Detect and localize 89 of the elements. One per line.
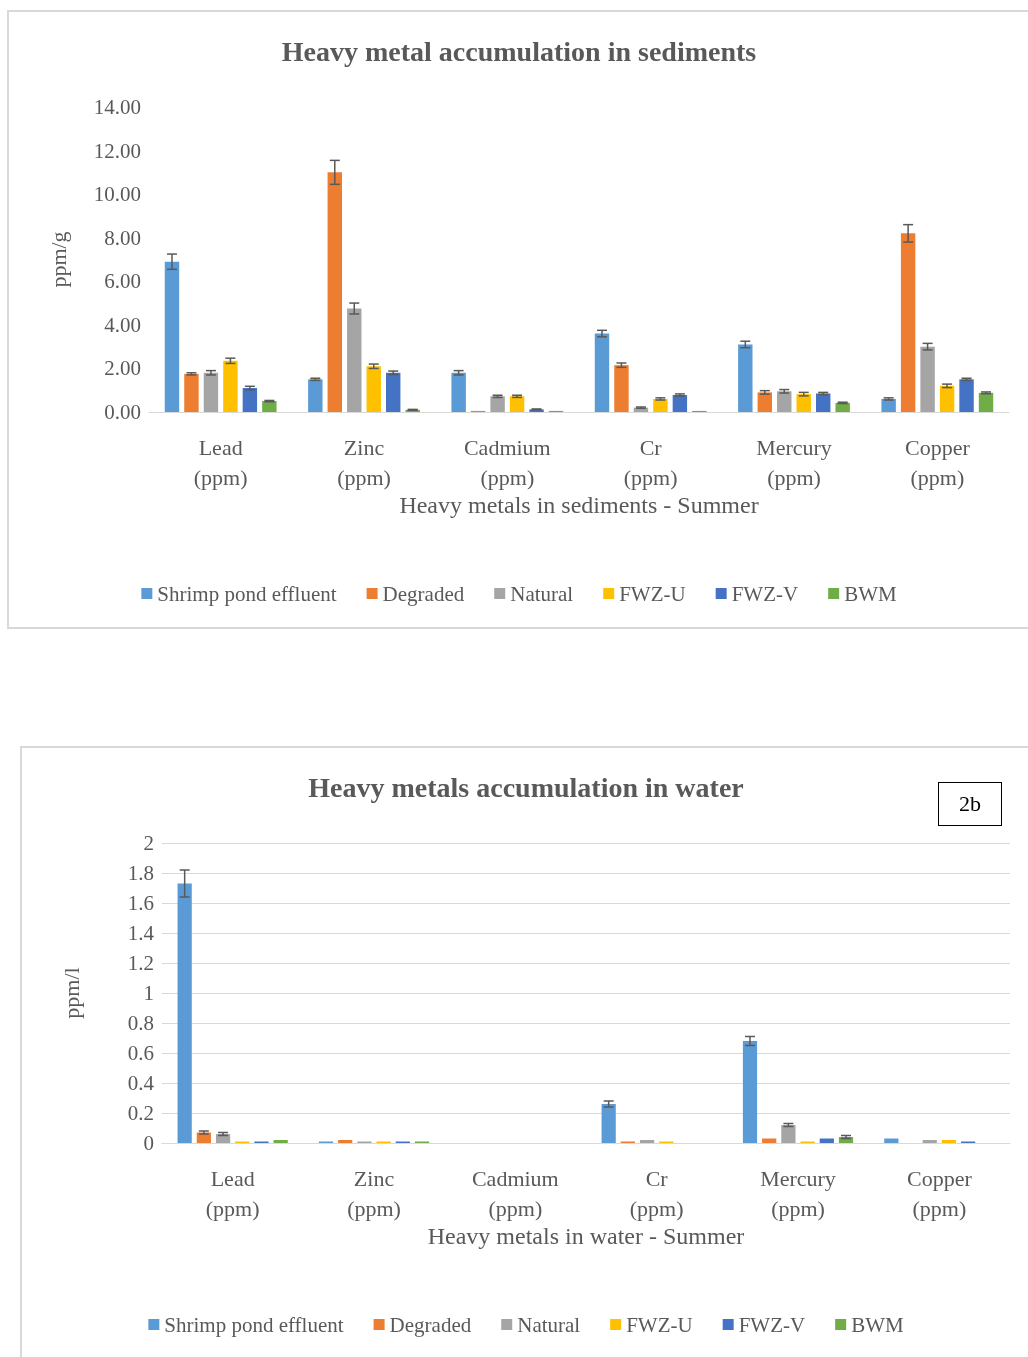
x-tick-label: Cr (ppm): [623, 434, 678, 490]
bar: [900, 233, 916, 412]
y-tick-label: 1: [143, 981, 154, 1005]
y-tick-label: 6.00: [104, 269, 141, 294]
legend-label: BWM: [844, 581, 897, 606]
bar: [490, 396, 505, 412]
bar: [941, 1140, 957, 1143]
y-tick-label: 1.4: [127, 921, 155, 945]
y-tick-label: 0.4: [127, 1071, 155, 1095]
y-tick-label: 14.00: [93, 95, 141, 119]
legend-label: Shrimp pond effluent: [157, 581, 337, 606]
x-tick-label: Lead (ppm): [205, 1165, 260, 1221]
x-axis-title: Heavy metals in water - Summer: [427, 1222, 745, 1249]
bar: [922, 1140, 937, 1143]
bar: [451, 372, 466, 412]
bar: [959, 379, 974, 412]
bar: [835, 402, 850, 412]
legend-label: FWZ-V: [731, 581, 799, 606]
bar: [978, 392, 994, 412]
legend-label: BWM: [851, 1312, 904, 1337]
y-tick-label: 4.00: [104, 312, 141, 337]
legend-label: Degraded: [389, 1312, 472, 1337]
legend-label: Natural: [517, 1312, 581, 1337]
bar: [242, 388, 258, 412]
x-axis-title: Heavy metals in sediments - Summer: [399, 491, 759, 518]
bar: [757, 392, 772, 412]
x-tick-label: Cadmium (ppm): [463, 434, 551, 490]
bar: [738, 344, 753, 412]
bar: [777, 391, 792, 412]
bar: [742, 1041, 758, 1143]
bar: [203, 372, 219, 412]
x-tick-label: Zinc (ppm): [347, 1165, 401, 1221]
y-tick-label: 8.00: [104, 225, 141, 250]
bar: [816, 393, 831, 412]
text: 2b: [938, 782, 1002, 826]
chart-title: Heavy metals accumulation in water: [308, 771, 744, 803]
bar: [672, 395, 688, 412]
bar: [223, 360, 238, 412]
x-tick-label: Copper (ppm): [904, 434, 971, 490]
bar: [273, 1140, 288, 1143]
bar: [366, 366, 381, 412]
x-tick-label: Zinc (ppm): [337, 434, 391, 490]
bar: [177, 883, 192, 1143]
bar: [939, 385, 955, 412]
legend-label: FWZ-U: [619, 581, 686, 606]
legend-label: Natural: [510, 581, 574, 606]
bar: [338, 1140, 353, 1143]
bar: [796, 394, 811, 412]
x-tick-label: Mercury (ppm): [760, 1165, 836, 1221]
y-tick-label: 0: [143, 1131, 154, 1155]
x-tick-label: Lead (ppm): [193, 434, 248, 490]
y-axis-title: ppm/g: [45, 231, 71, 288]
x-tick-label: Cr (ppm): [629, 1165, 684, 1221]
y-tick-label: 1.2: [127, 951, 154, 975]
bar: [920, 346, 935, 412]
bar: [347, 308, 362, 412]
y-tick-label: 1.6: [127, 891, 154, 915]
bar: [881, 398, 896, 412]
x-tick-label: Cadmium (ppm): [471, 1165, 559, 1221]
bar: [308, 379, 323, 412]
y-axis-title: ppm/l: [58, 967, 84, 1019]
bar: [653, 398, 668, 412]
bar: [215, 1134, 231, 1143]
y-tick-label: 0.6: [127, 1041, 154, 1065]
legend-label: Degraded: [382, 581, 465, 606]
chart-title: Heavy metal accumulation in sediments: [281, 35, 757, 67]
y-tick-label: 0.00: [104, 400, 141, 424]
legend-label: Shrimp pond effluent: [164, 1312, 344, 1337]
bar: [184, 373, 199, 412]
bar: [781, 1125, 796, 1143]
y-tick-label: 0.8: [127, 1011, 154, 1035]
y-tick-label: 1.8: [127, 861, 154, 885]
x-tick-label: Mercury (ppm): [756, 434, 832, 490]
x-tick-label: Copper (ppm): [906, 1165, 973, 1221]
y-tick-label: 0.2: [127, 1101, 154, 1125]
bar: [386, 372, 401, 412]
y-tick-label: 10.00: [93, 182, 141, 207]
bar: [601, 1104, 616, 1143]
legend-label: FWZ-U: [626, 1312, 693, 1337]
y-tick-label: 12.00: [93, 138, 141, 163]
bar: [594, 333, 610, 412]
bar: [164, 261, 180, 412]
bar: [614, 365, 629, 412]
bar: [327, 172, 342, 412]
y-tick-label: 2: [143, 831, 154, 855]
y-tick-label: 2.00: [104, 356, 141, 381]
bar: [509, 396, 525, 412]
legend-label: FWZ-V: [738, 1312, 806, 1337]
bar: [639, 1140, 655, 1143]
